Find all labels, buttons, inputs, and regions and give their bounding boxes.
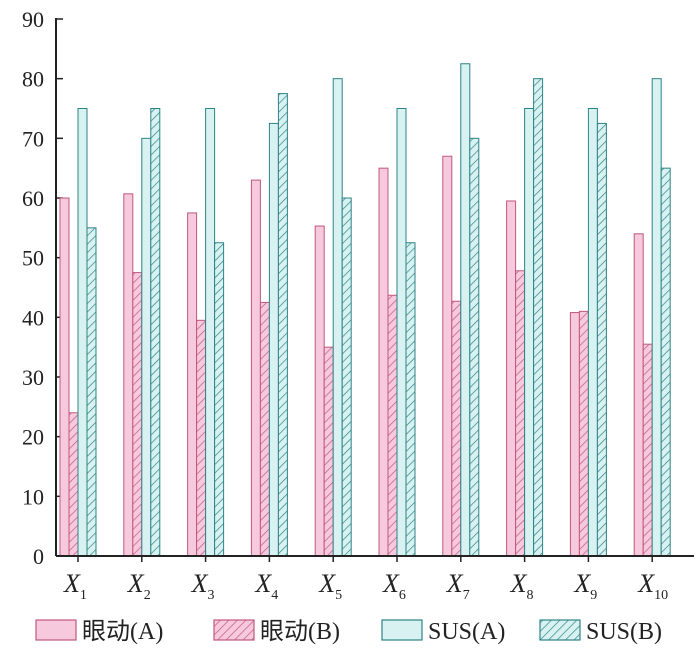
x-tick-label: X5	[318, 569, 342, 603]
y-axis: 0 10 20 30 40 50 60 70 80 90	[22, 7, 63, 569]
bar-2-7	[451, 300, 462, 557]
y-tick-label: 60	[22, 186, 44, 211]
bar-4-7	[469, 137, 480, 557]
x-tick-label: X1	[63, 569, 87, 603]
bars-group	[59, 63, 671, 557]
legend-label-3: SUS(A)	[428, 619, 505, 645]
bar-1-8	[506, 200, 517, 557]
bar-1-3	[187, 212, 198, 557]
x-axis: X1 X2 X3 X4 X5 X6 X7 X8 X9 X10	[56, 555, 694, 603]
bar-4-1	[86, 227, 97, 557]
bar-3-2	[141, 137, 152, 557]
y-tick-label: 0	[33, 544, 44, 569]
bar-2-9	[578, 310, 589, 557]
y-tick-label: 90	[22, 7, 44, 32]
bar-4-5	[341, 197, 352, 557]
bar-1-6	[378, 167, 389, 557]
legend-label-2: 眼动(B)	[260, 618, 340, 645]
bar-2-4	[259, 301, 270, 557]
bar-4-8	[533, 78, 544, 557]
bar-4-4	[277, 93, 288, 557]
x-tick-label: X8	[510, 569, 534, 603]
legend-swatch-3	[381, 619, 423, 641]
legend: 眼动(A) 眼动(B) SUS(A) SUS(B)	[35, 618, 662, 645]
bar-3-3	[205, 108, 216, 557]
bar-1-2	[123, 193, 134, 557]
bar-2-6	[387, 294, 398, 557]
x-tick-label: X3	[191, 569, 215, 603]
bar-1-1	[59, 197, 70, 557]
x-tick-label: X6	[382, 569, 406, 603]
y-tick-label: 70	[22, 126, 44, 151]
y-tick-label: 40	[22, 305, 44, 330]
bar-3-8	[524, 108, 535, 557]
bar-2-2	[132, 272, 143, 557]
bar-2-1	[68, 412, 79, 557]
bar-1-7	[442, 155, 453, 557]
bar-3-7	[460, 63, 471, 557]
bar-1-9	[569, 312, 580, 557]
legend-label-1: 眼动(A)	[82, 618, 163, 645]
bar-2-10	[642, 343, 653, 557]
x-tick-label: X7	[446, 569, 470, 603]
bar-1-10	[633, 233, 644, 557]
bar-4-3	[214, 242, 225, 557]
bar-4-10	[660, 167, 671, 557]
x-tick-label: X10	[637, 569, 668, 603]
bar-3-5	[332, 78, 343, 557]
legend-swatch-1	[35, 619, 77, 641]
y-tick-label: 20	[22, 425, 44, 450]
bar-3-10	[651, 78, 662, 557]
bar-4-6	[405, 242, 416, 557]
y-tick-label: 80	[22, 67, 44, 92]
x-tick-label: X9	[573, 569, 597, 603]
bar-2-8	[515, 270, 526, 557]
bar-2-5	[323, 346, 334, 557]
y-tick-label: 10	[22, 484, 44, 509]
bar-1-4	[250, 179, 261, 557]
legend-swatch-4	[539, 619, 581, 641]
bar-4-9	[596, 122, 607, 557]
legend-swatch-2	[213, 619, 255, 641]
bar-3-1	[77, 108, 88, 557]
bar-3-9	[587, 108, 598, 557]
y-tick-label: 30	[22, 365, 44, 390]
bar-2-3	[196, 319, 207, 557]
y-tick-label: 50	[22, 246, 44, 271]
bar-1-5	[314, 225, 325, 557]
bar-3-4	[268, 122, 279, 557]
bar-4-2	[150, 108, 161, 557]
x-tick-label: X2	[127, 569, 151, 603]
bar-3-6	[396, 108, 407, 557]
legend-label-4: SUS(B)	[586, 619, 662, 645]
x-tick-label: X4	[254, 569, 278, 603]
